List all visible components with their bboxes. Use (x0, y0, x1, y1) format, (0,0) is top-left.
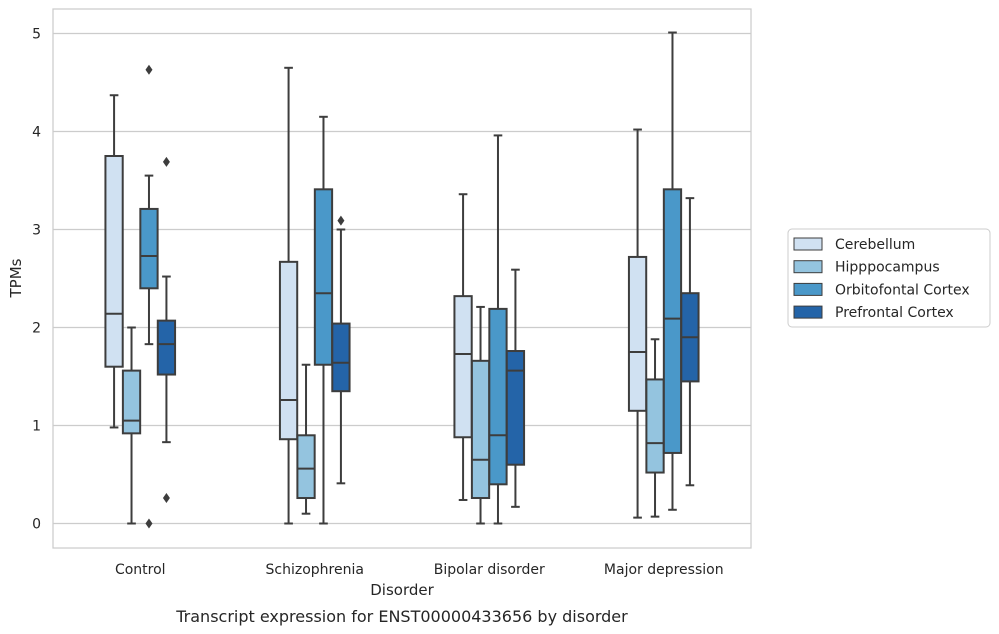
plot-area-frame (52, 8, 752, 549)
legend-swatch (793, 282, 823, 296)
legend-swatch (793, 260, 823, 274)
box (313, 115, 334, 525)
box-iqr (121, 369, 142, 435)
box (627, 128, 648, 519)
box (331, 215, 351, 485)
box-iqr (278, 260, 299, 441)
y-tick-label: 2 (32, 321, 41, 337)
box (453, 193, 473, 501)
box-iqr (627, 255, 648, 412)
x-tick-label: Bipolar disorder (434, 562, 545, 578)
box-iqr (645, 378, 665, 474)
legend-frame (787, 228, 991, 328)
legend-label: Cerebellum (835, 237, 915, 253)
legend: Cerebellum Hipppocampus Orbitofontal Corte… (787, 228, 991, 328)
outlier-point (145, 518, 153, 529)
box-iqr (505, 350, 526, 466)
legend-label: Orbitofontal Cortex (835, 282, 970, 298)
box-iqr (331, 322, 351, 393)
x-axis-label: Disorder (370, 581, 434, 599)
box-iqr (470, 359, 491, 500)
outlier-point (162, 493, 170, 504)
box (645, 338, 665, 518)
legend-label: Hipppocampus (835, 260, 940, 276)
y-tick-labels: 0 1 2 3 4 5 (32, 27, 41, 533)
y-axis-label: TPMs (7, 258, 25, 298)
box (662, 31, 683, 511)
x-tick-label: Schizophrenia (266, 562, 364, 578)
box-iqr (156, 319, 177, 376)
box (121, 326, 142, 525)
legend-label: Prefrontal Cortex (835, 305, 954, 321)
y-tick-label: 5 (32, 27, 41, 43)
x-tick-label: Major depression (604, 562, 724, 578)
x-tick-label: Control (115, 562, 166, 578)
box (156, 156, 177, 504)
chart-caption: Transcript expression for ENST0000043365… (175, 607, 628, 626)
box-iqr (662, 188, 683, 454)
legend-swatch (793, 237, 823, 251)
box-iqr (313, 188, 334, 366)
box-iqr (296, 434, 316, 500)
x-tick-labels: Control Schizophrenia Bipolar disorder Majo… (115, 562, 724, 578)
box-iqr (139, 207, 159, 290)
legend-swatch (793, 305, 823, 319)
box-series (104, 31, 700, 529)
outlier-point (145, 64, 153, 75)
box (505, 268, 526, 508)
box (139, 64, 159, 529)
outlier-point (337, 215, 345, 226)
y-tick-label: 1 (32, 419, 41, 435)
box (488, 134, 508, 525)
box-iqr (453, 295, 473, 439)
box (104, 94, 124, 429)
box-iqr (488, 307, 508, 486)
y-tick-label: 0 (32, 517, 41, 533)
box (278, 66, 299, 525)
y-tick-label: 3 (32, 223, 41, 239)
box-iqr (104, 155, 124, 368)
box (470, 305, 491, 525)
box (680, 197, 700, 487)
y-tick-label: 4 (32, 125, 41, 141)
box (296, 363, 316, 515)
outlier-point (162, 156, 170, 167)
legend-items: Cerebellum Hipppocampus Orbitofontal Corte… (793, 237, 970, 321)
